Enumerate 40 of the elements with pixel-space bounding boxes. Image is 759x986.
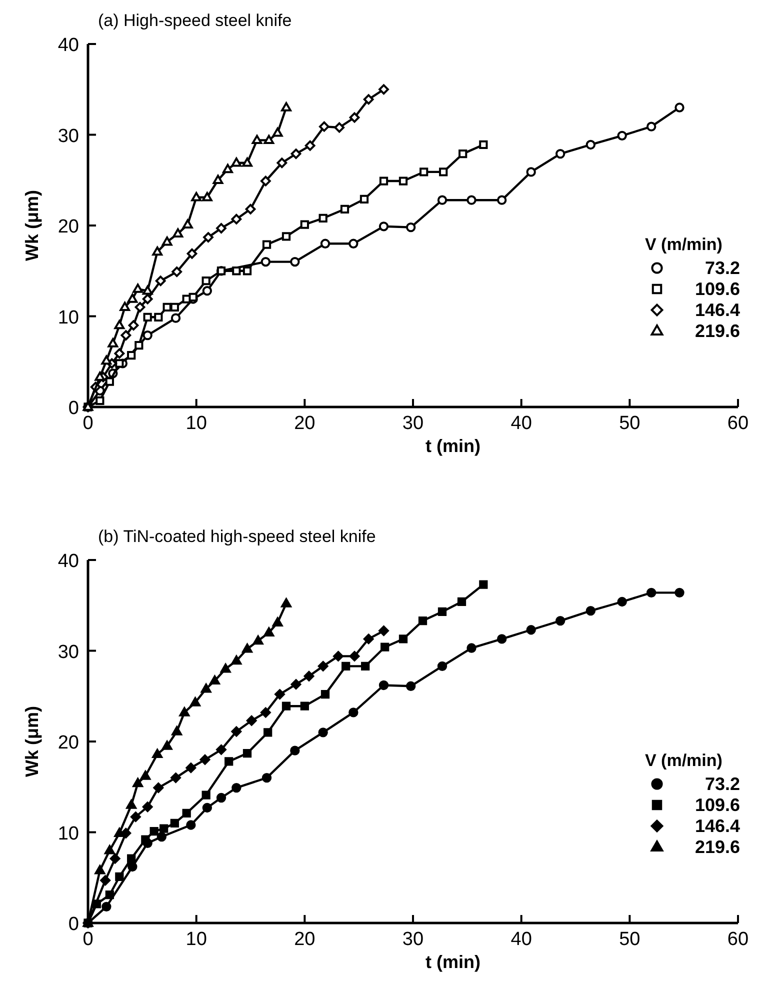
- x-tick-label: 60: [727, 413, 749, 434]
- chart-title: (a) High-speed steel knife: [98, 11, 292, 30]
- y-tick-label: 0: [68, 914, 79, 935]
- x-axis-title: t (min): [426, 952, 480, 972]
- legend-label: 219.6: [694, 321, 740, 341]
- y-axis-title: Wk (μm): [22, 706, 42, 778]
- x-tick-label: 20: [294, 413, 316, 434]
- legend-label: 109.6: [694, 795, 740, 815]
- legend-label: 109.6: [694, 279, 740, 299]
- x-tick-label: 60: [727, 929, 749, 950]
- y-tick-label: 0: [68, 398, 79, 419]
- legend-label: 146.4: [694, 816, 740, 836]
- y-tick-label: 20: [58, 732, 79, 754]
- y-tick-label: 40: [58, 35, 79, 56]
- legend-label: 219.6: [694, 837, 740, 857]
- y-tick-label: 30: [58, 126, 79, 147]
- x-tick-label: 50: [619, 929, 640, 950]
- legend-label: 73.2: [704, 258, 740, 278]
- x-tick-label: 10: [186, 929, 207, 950]
- legend-title: V (m/min): [645, 751, 722, 770]
- y-tick-label: 20: [58, 216, 79, 238]
- x-axis-title: t (min): [426, 436, 480, 456]
- x-tick-label: 10: [186, 413, 207, 434]
- y-tick-label: 10: [58, 823, 79, 844]
- y-tick-label: 30: [58, 642, 79, 663]
- x-tick-label: 0: [82, 929, 94, 950]
- x-tick-label: 40: [510, 929, 532, 950]
- y-axis-title: Wk (μm): [22, 190, 42, 262]
- x-tick-label: 30: [402, 929, 424, 950]
- x-tick-label: 30: [402, 413, 424, 434]
- y-tick-label: 40: [58, 551, 79, 572]
- x-tick-label: 0: [82, 413, 94, 434]
- x-tick-label: 40: [510, 413, 532, 434]
- x-tick-label: 20: [294, 929, 316, 950]
- legend-label: 73.2: [704, 774, 740, 794]
- legend-label: 146.4: [694, 300, 740, 320]
- legend-title: V (m/min): [645, 235, 722, 254]
- x-tick-label: 50: [619, 413, 640, 434]
- y-tick-label: 10: [58, 307, 79, 328]
- chart-title: (b) TiN-coated high-speed steel knife: [98, 527, 376, 546]
